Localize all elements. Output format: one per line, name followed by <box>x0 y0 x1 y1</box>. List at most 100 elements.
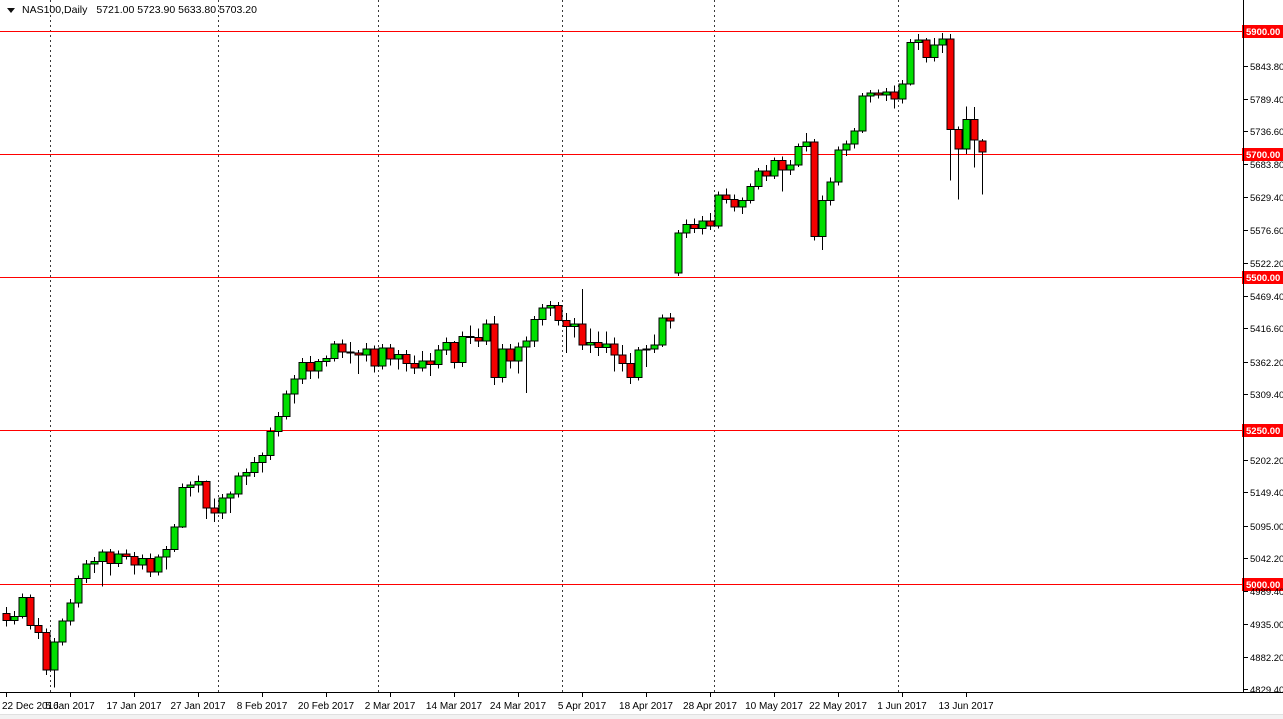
bull-candle-body <box>754 170 763 187</box>
candle <box>378 343 387 370</box>
bear-candle-body <box>690 224 699 229</box>
candle <box>370 345 379 373</box>
candle <box>554 302 563 326</box>
bear-candle-body <box>130 555 139 566</box>
candle <box>794 143 803 167</box>
bear-candle-body <box>210 507 219 514</box>
bull-candle-body <box>906 42 915 85</box>
candle <box>338 339 347 358</box>
candle <box>410 355 419 374</box>
bull-candle-body <box>178 487 187 528</box>
date-tick-label: 24 Mar 2017 <box>490 701 547 712</box>
bull-candle-body <box>18 597 27 618</box>
date-tick-label: 20 Feb 2017 <box>298 701 355 712</box>
candle <box>570 318 579 338</box>
bull-candle-body <box>602 343 611 349</box>
bull-candle-body <box>154 556 163 573</box>
bull-candle-body <box>274 415 283 433</box>
candle <box>930 37 939 62</box>
bear-candle-body <box>722 194 731 200</box>
bull-candle-body <box>458 335 467 363</box>
candle <box>18 593 27 619</box>
candle <box>722 188 731 204</box>
bull-candle-body <box>298 361 307 380</box>
candle <box>650 334 659 354</box>
candle <box>914 34 923 51</box>
candle <box>130 552 139 575</box>
bear-candle-body <box>554 305 563 321</box>
candle <box>90 557 99 574</box>
candle <box>714 191 723 229</box>
price-tick-label: 5149.40 <box>1250 488 1283 499</box>
candle <box>746 183 755 204</box>
date-tick-label: 22 May 2017 <box>809 701 867 712</box>
candle <box>290 375 299 404</box>
bull-candle-body <box>738 200 747 208</box>
candle <box>234 472 243 498</box>
bull-candle-body <box>546 305 555 309</box>
bear-candle-body <box>2 613 11 621</box>
bear-candle-body <box>202 481 211 509</box>
bull-candle-body <box>58 620 67 643</box>
candle <box>114 550 123 567</box>
bear-candle-body <box>34 624 43 634</box>
bull-candle-body <box>290 378 299 395</box>
bear-candle-body <box>306 361 315 372</box>
bull-candle-body <box>250 461 259 473</box>
bear-candle-body <box>970 119 979 141</box>
bull-candle-body <box>930 44 939 58</box>
candle <box>610 337 619 372</box>
bull-candle-body <box>98 551 107 562</box>
candle <box>122 549 131 560</box>
price-tick-label: 5095.00 <box>1250 522 1283 533</box>
bull-candle-body <box>658 317 667 346</box>
bear-candle-body <box>954 128 963 150</box>
bear-candle-body <box>426 360 435 366</box>
bear-candle-body <box>338 343 347 353</box>
candle <box>970 107 979 168</box>
candle <box>426 353 435 376</box>
hline-price-flag <box>1242 424 1283 437</box>
bear-candle-body <box>474 337 483 342</box>
bull-candle-body <box>362 348 371 356</box>
chevron-down-icon[interactable] <box>7 8 15 13</box>
candle <box>634 346 643 381</box>
candle <box>866 90 875 103</box>
bull-candle-body <box>866 92 875 97</box>
candle <box>786 160 795 175</box>
candle <box>250 456 259 478</box>
candle <box>778 156 787 192</box>
price-tick-label: 5042.20 <box>1250 554 1283 565</box>
date-tick-label: 5 Apr 2017 <box>558 701 607 712</box>
bull-candle-body <box>570 323 579 328</box>
bull-candle-body <box>482 323 491 342</box>
bull-candle-body <box>114 553 123 564</box>
hline-price-flag-text: 5000.00 <box>1246 580 1280 591</box>
bull-candle-body <box>826 181 835 202</box>
candle <box>506 343 515 369</box>
candle <box>314 359 323 379</box>
candle <box>922 37 931 63</box>
candle <box>826 177 835 206</box>
candle <box>546 300 555 317</box>
candle <box>442 337 451 355</box>
candle <box>602 331 611 354</box>
candle <box>834 146 843 186</box>
bull-candle-body <box>498 348 507 379</box>
bull-candle-body <box>850 130 859 145</box>
chart-title-bar: NAS100,Daily 5721.00 5723.90 5633.80 570… <box>7 4 257 16</box>
candle <box>186 481 195 497</box>
window-bottom-edge <box>0 714 1283 719</box>
candle <box>226 491 235 513</box>
bull-candle-body <box>266 431 275 457</box>
bull-candle-body <box>378 347 387 367</box>
bull-candle-body <box>818 200 827 237</box>
candle <box>626 353 635 384</box>
bear-candle-body <box>562 319 571 328</box>
date-tick-label: 27 Jan 2017 <box>170 701 225 712</box>
candle <box>762 164 771 181</box>
candle <box>2 606 11 627</box>
candle <box>522 336 531 394</box>
candle <box>898 80 907 104</box>
